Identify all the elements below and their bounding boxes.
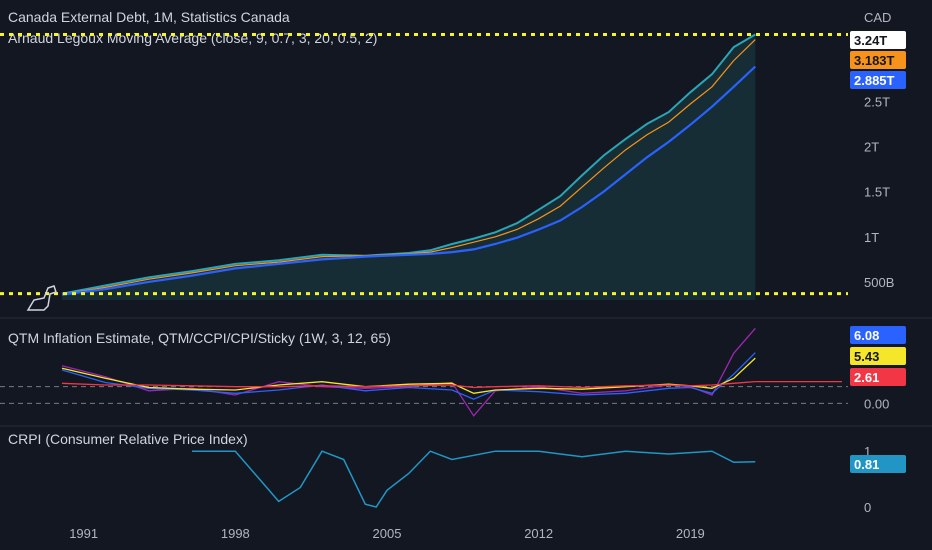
y-tick-label: 2.5T	[864, 94, 890, 109]
y-tick-label: 0.00	[864, 396, 889, 411]
x-tick-label: 2019	[676, 526, 705, 541]
qtm-red-badge-bg	[850, 368, 906, 386]
alma-orange-badge: 3.183T	[854, 53, 895, 68]
y-tick-label: 0	[864, 500, 871, 515]
crpi-series-line	[192, 450, 756, 508]
qtm-blue-series-line	[61, 352, 756, 400]
alma-orange-series-line	[61, 39, 756, 296]
y-tick-label: 1T	[864, 230, 879, 245]
y-tick-label: 500B	[864, 275, 894, 290]
currency-label: CAD	[864, 10, 891, 25]
y-tick-label: 1	[864, 444, 871, 459]
qtm-red-badge: 2.61	[854, 370, 879, 385]
last-value-badge-bg	[850, 31, 906, 49]
qtm-indicator-label: QTM Inflation Estimate, QTM/CCPI/CPI/Sti…	[8, 330, 391, 346]
x-tick-label: 2012	[524, 526, 553, 541]
x-tick-label: 2005	[373, 526, 402, 541]
x-tick-label: 1998	[221, 526, 250, 541]
alma-blue-series-line	[61, 65, 757, 296]
crpi-badge-bg	[850, 455, 906, 473]
chart-title: Canada External Debt, 1M, Statistics Can…	[8, 9, 290, 25]
crpi-indicator-label: CRPI (Consumer Relative Price Index)	[8, 431, 248, 447]
qtm-yellow-badge: 5.43	[854, 349, 879, 364]
y-tick-label: 1.5T	[864, 185, 890, 200]
qtm-blue-badge-bg	[850, 326, 906, 344]
qtm-red-series-line	[61, 380, 756, 389]
qtm-yellow-badge-bg	[850, 347, 906, 365]
crpi-badge: 0.81	[854, 457, 879, 472]
debt-area-fill	[62, 34, 756, 301]
x-tick-label: 1991	[69, 526, 98, 541]
alma-orange-badge-bg	[850, 51, 906, 69]
debt-series-line	[61, 33, 756, 295]
qtm-blue-badge: 6.08	[854, 328, 879, 343]
logo-icon	[26, 285, 57, 311]
qtm-purple-series-line	[61, 327, 756, 417]
y-tick-label: 2T	[864, 139, 879, 154]
last-value-badge: 3.24T	[854, 33, 887, 48]
alma-blue-badge: 2.885T	[854, 73, 895, 88]
alma-blue-badge-bg	[850, 71, 906, 89]
